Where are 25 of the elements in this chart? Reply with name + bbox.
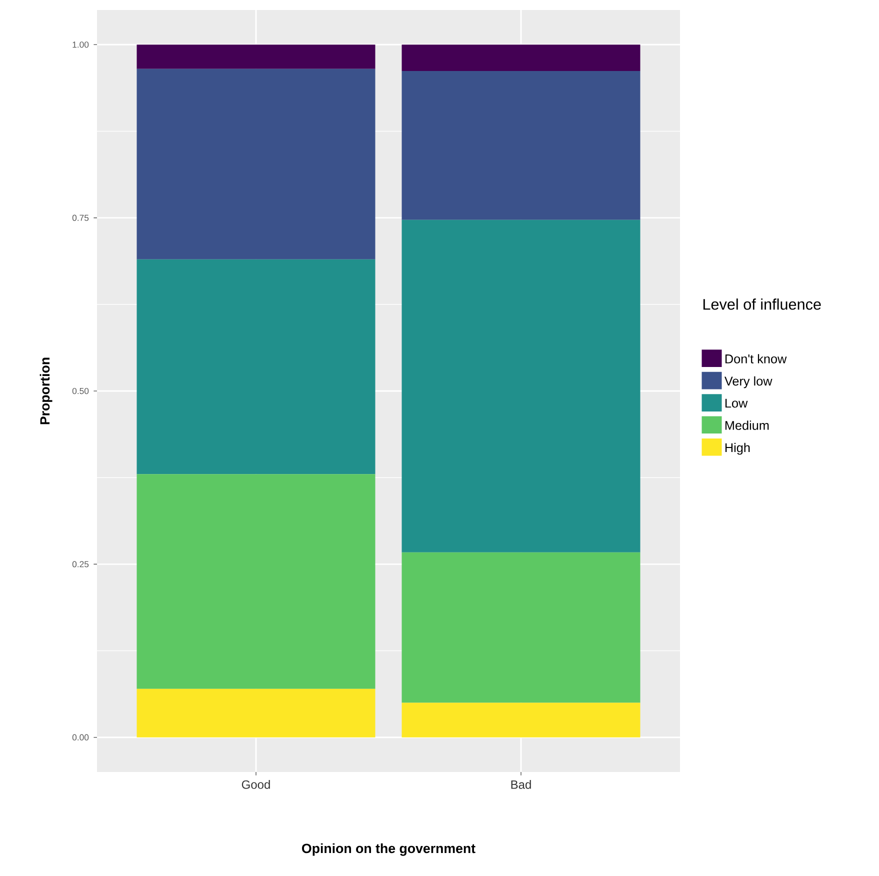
bar [402,70,640,220]
bar [136,688,376,738]
bar [136,44,376,69]
x-tick-label: Good [242,780,270,789]
bar [402,702,640,738]
y-tick-label: 0.00 [72,734,89,740]
y-tick-label: 0.25 [72,561,89,568]
legend-label: High [725,442,750,455]
bar [402,220,640,552]
y-tick-label: 1.00 [72,42,89,48]
bar [136,474,376,689]
y-axis-title: Proportion [40,358,52,424]
legend-title: Level of influence [703,298,821,310]
legend-label: Very low [724,376,772,388]
legend-label: Low [725,398,748,408]
x-axis-title: Opinion on the government [302,843,476,856]
bar [402,44,640,71]
bar [136,259,376,474]
legend-label: Don't know [725,354,787,364]
x-tick-label: Bad [511,780,531,789]
bar [402,552,640,703]
y-tick-label: 0.50 [72,388,89,394]
legend-label: Medium [725,420,769,430]
bar [136,68,376,260]
y-tick-label: 0.75 [72,214,89,221]
